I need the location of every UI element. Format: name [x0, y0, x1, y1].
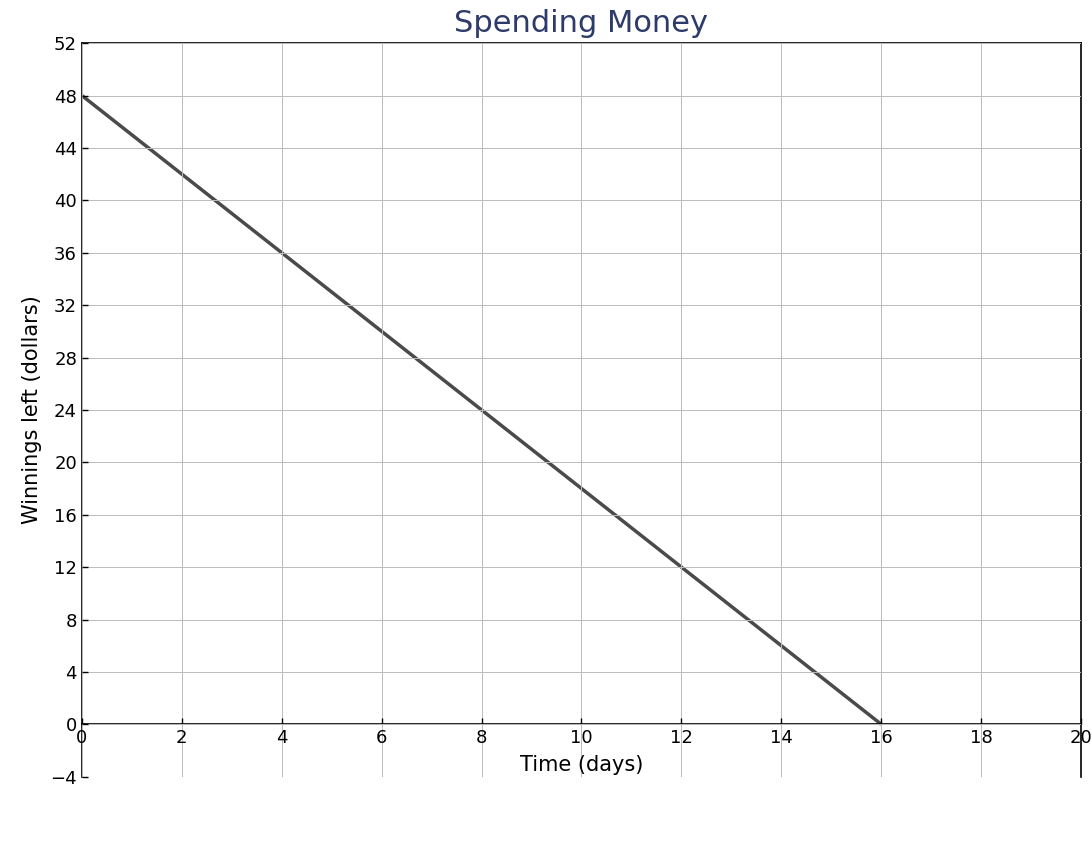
Y-axis label: Winnings left (dollars): Winnings left (dollars): [22, 295, 43, 525]
Title: Spending Money: Spending Money: [454, 9, 709, 38]
X-axis label: Time (days): Time (days): [520, 755, 643, 776]
